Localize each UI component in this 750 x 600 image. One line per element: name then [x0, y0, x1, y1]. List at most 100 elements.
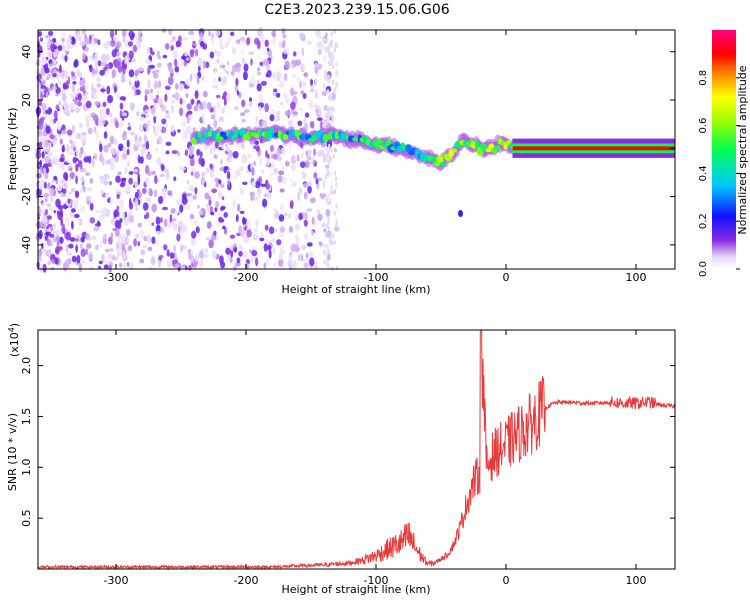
noise-dot [163, 244, 168, 251]
noise-dot [241, 49, 244, 55]
noise-dot [206, 221, 212, 229]
noise-dot [123, 216, 130, 226]
ridge-dot [405, 144, 412, 153]
noise-dot [189, 50, 195, 58]
noise-dot [275, 92, 281, 98]
noise-dot [218, 216, 223, 222]
noise-dot [160, 217, 163, 223]
noise-dot [316, 41, 323, 48]
noise-dot [186, 103, 192, 110]
noise-dot [169, 68, 175, 74]
noise-dot [335, 203, 338, 209]
noise-dot [205, 167, 209, 174]
noise-dot [133, 238, 138, 247]
noise-dot [40, 56, 47, 65]
noise-dot [243, 235, 249, 243]
noise-dot [252, 233, 259, 241]
noise-dot [147, 246, 153, 251]
noise-dot [135, 40, 141, 49]
noise-dot [190, 171, 194, 176]
noise-dot [103, 144, 109, 153]
noise-dot [165, 115, 171, 119]
ridge-dot [431, 156, 438, 163]
noise-dot [321, 45, 326, 51]
noise-dot [210, 211, 215, 216]
noise-dot [150, 106, 156, 115]
noise-dot [330, 184, 333, 190]
noise-dot [86, 187, 93, 192]
noise-dot [322, 183, 326, 188]
noise-dot [284, 110, 291, 117]
noise-dot [61, 129, 67, 135]
noise-dot [65, 231, 72, 241]
noise-dot [101, 253, 105, 263]
noise-dot [180, 58, 183, 68]
noise-dot [260, 33, 265, 42]
spectrogram-marks [35, 26, 675, 273]
noise-dot [64, 54, 68, 63]
noise-dot [149, 94, 154, 101]
noise-dot [159, 174, 165, 178]
noise-dot [269, 161, 275, 170]
noise-dot [46, 39, 52, 49]
noise-dot [60, 193, 67, 198]
noise-dot [185, 203, 191, 211]
noise-dot [107, 252, 113, 261]
noise-dot [202, 90, 208, 98]
noise-dot [204, 192, 210, 200]
noise-dot [255, 115, 259, 124]
noise-dot [180, 167, 187, 171]
noise-dot [215, 28, 221, 37]
noise-dot [80, 187, 83, 194]
noise-dot [131, 58, 137, 63]
noise-dot [100, 175, 106, 184]
noise-dot [306, 40, 312, 45]
noise-dot [48, 151, 53, 157]
noise-dot [302, 171, 307, 180]
noise-dot [182, 37, 188, 41]
noise-dot [304, 160, 310, 169]
noise-dot [64, 172, 68, 182]
noise-dot [69, 172, 75, 180]
noise-dot [88, 251, 93, 261]
noise-dot [326, 116, 330, 122]
noise-dot [329, 235, 332, 241]
y-tick-label: -20 [20, 188, 33, 206]
noise-dot [177, 220, 182, 227]
noise-dot [162, 54, 168, 59]
noise-dot [153, 116, 157, 124]
noise-dot [174, 263, 181, 269]
noise-dot [73, 213, 80, 219]
noise-dot [76, 32, 81, 42]
noise-dot [38, 229, 43, 239]
noise-dot [77, 101, 82, 107]
noise-dot [147, 79, 151, 89]
noise-dot [256, 72, 262, 76]
noise-dot [95, 59, 98, 69]
noise-dot [186, 180, 190, 185]
noise-dot [292, 111, 299, 116]
noise-dot [108, 112, 113, 118]
noise-dot [114, 59, 120, 69]
noise-dot [209, 51, 215, 59]
noise-dot [92, 158, 95, 168]
noise-dot [198, 250, 204, 259]
noise-dot [316, 63, 323, 70]
noise-dot [326, 230, 332, 238]
noise-dot [41, 242, 44, 250]
noise-dot [281, 27, 286, 36]
noise-dot [144, 94, 148, 102]
noise-dot [71, 255, 77, 263]
noise-dot [325, 223, 329, 229]
noise-dot [40, 165, 43, 174]
noise-dot [329, 40, 332, 46]
noise-dot [232, 203, 235, 211]
noise-dot [80, 248, 86, 258]
noise-dot [239, 210, 245, 215]
noise-dot [117, 171, 122, 175]
x-tick-label: 100 [626, 271, 647, 284]
noise-dot [327, 226, 331, 230]
noise-dot [325, 47, 328, 53]
noise-dot [257, 67, 260, 72]
noise-dot [205, 236, 212, 241]
